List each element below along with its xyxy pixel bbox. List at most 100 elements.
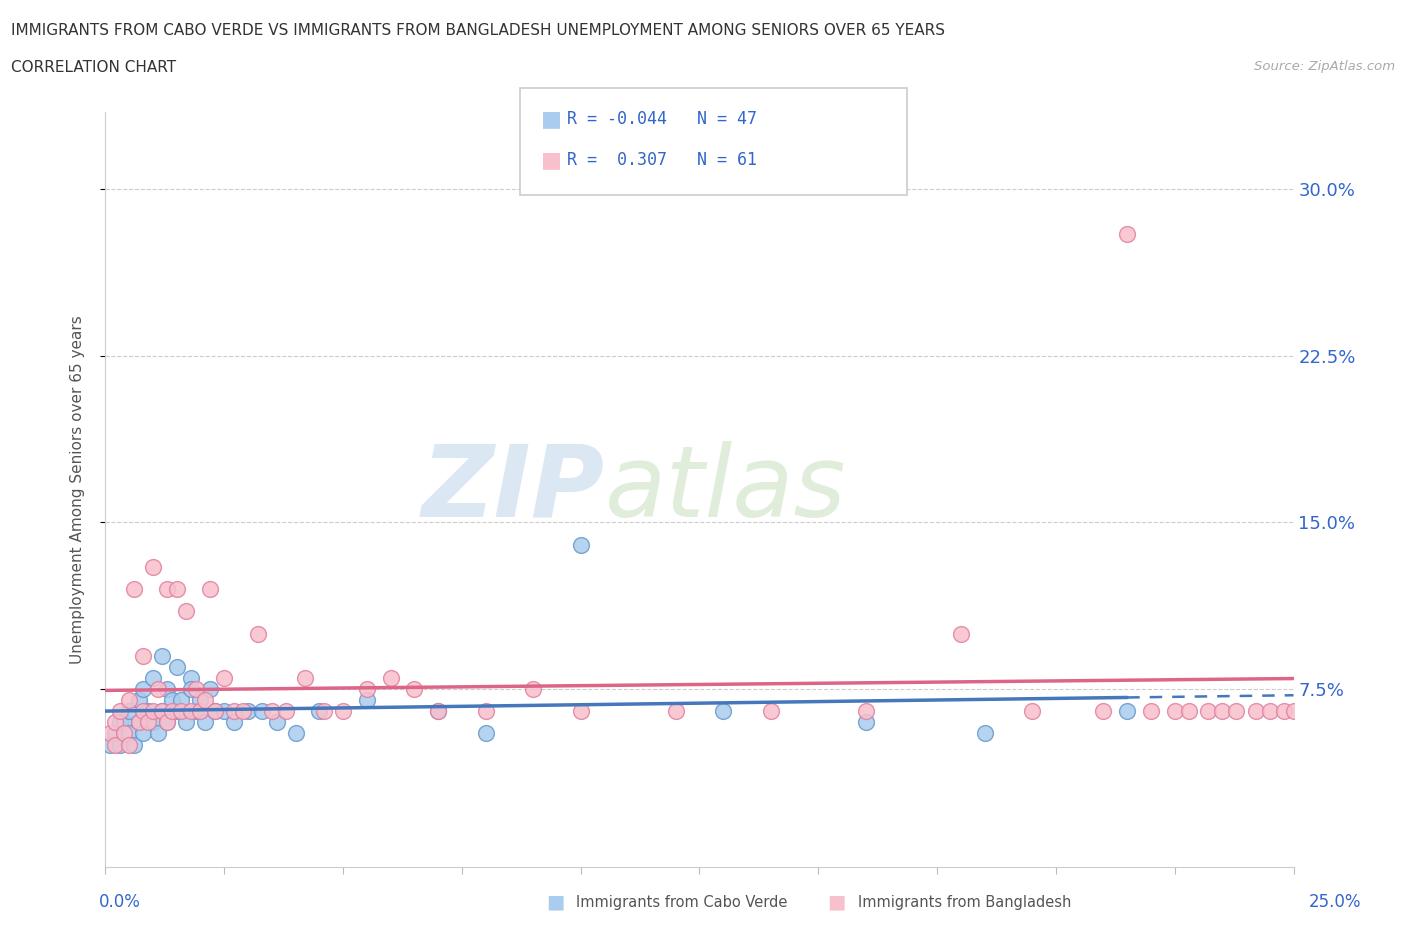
Point [118,693,141,708]
Point [174,715,197,730]
Point [104,715,127,730]
Text: Immigrants from Cabo Verde: Immigrants from Cabo Verde [576,895,787,910]
Point [474,704,496,719]
Point [1140,704,1163,719]
Point [166,581,188,596]
Point [380,671,402,685]
Point [1211,704,1233,719]
Point [973,726,995,741]
Point [156,715,179,730]
Point [184,682,207,697]
Point [142,704,165,719]
Text: ■: ■ [541,109,562,129]
Point [118,704,141,719]
Point [427,704,450,719]
Point [1164,704,1187,719]
Point [156,581,179,596]
Point [132,726,155,741]
Point [142,560,165,575]
Text: atlas: atlas [605,441,846,538]
Point [1272,704,1295,719]
Point [312,704,335,719]
Point [128,715,150,730]
Point [156,682,179,697]
Point [569,538,592,552]
Point [118,737,141,752]
Point [1258,704,1281,719]
Point [198,581,221,596]
Point [98,726,121,741]
Point [356,682,378,697]
Text: 0.0%: 0.0% [98,893,141,911]
Point [152,648,174,663]
Point [132,704,155,719]
Text: 25.0%: 25.0% [1309,893,1361,911]
Point [1225,704,1247,719]
Point [132,682,155,697]
Point [152,704,174,719]
Text: R =  0.307   N = 61: R = 0.307 N = 61 [567,151,756,169]
Point [222,704,245,719]
Point [156,715,179,730]
Point [170,704,193,719]
Point [232,704,254,719]
Point [236,704,259,719]
Text: ■: ■ [541,150,562,170]
Point [104,737,127,752]
Point [142,715,165,730]
Point [194,693,217,708]
Point [128,693,150,708]
Point [204,704,226,719]
Point [136,715,159,730]
Point [160,704,183,719]
Point [166,704,188,719]
Point [174,604,197,618]
Point [146,682,169,697]
Point [194,715,217,730]
Point [180,671,202,685]
Point [308,704,330,719]
Point [146,726,169,741]
Point [1116,226,1139,241]
Point [284,726,307,741]
Point [214,704,236,719]
Point [118,726,141,741]
Point [294,671,316,685]
Point [1178,704,1201,719]
Point [108,704,131,719]
Point [160,693,183,708]
Point [108,715,131,730]
Text: ZIP: ZIP [422,441,605,538]
Point [266,715,288,730]
Point [98,737,121,752]
Point [260,704,283,719]
Point [855,715,877,730]
Point [108,737,131,752]
Y-axis label: Unemployment Among Seniors over 65 years: Unemployment Among Seniors over 65 years [70,315,84,664]
Point [949,626,972,641]
Point [356,693,378,708]
Point [104,726,127,741]
Text: Source: ZipAtlas.com: Source: ZipAtlas.com [1254,60,1395,73]
Point [136,704,159,719]
Point [1197,704,1219,719]
Text: Immigrants from Bangladesh: Immigrants from Bangladesh [858,895,1071,910]
Point [132,648,155,663]
Point [190,693,212,708]
Point [1116,704,1139,719]
Text: IMMIGRANTS FROM CABO VERDE VS IMMIGRANTS FROM BANGLADESH UNEMPLOYMENT AMONG SENI: IMMIGRANTS FROM CABO VERDE VS IMMIGRANTS… [11,23,945,38]
Point [1282,704,1305,719]
Point [855,704,877,719]
Point [114,726,136,741]
Point [1021,704,1043,719]
Point [332,704,354,719]
Point [1244,704,1267,719]
Point [404,682,426,697]
Point [152,704,174,719]
Point [170,693,193,708]
Point [180,704,202,719]
Point [474,726,496,741]
Point [759,704,782,719]
Point [1092,704,1115,719]
Text: ■: ■ [546,893,565,911]
